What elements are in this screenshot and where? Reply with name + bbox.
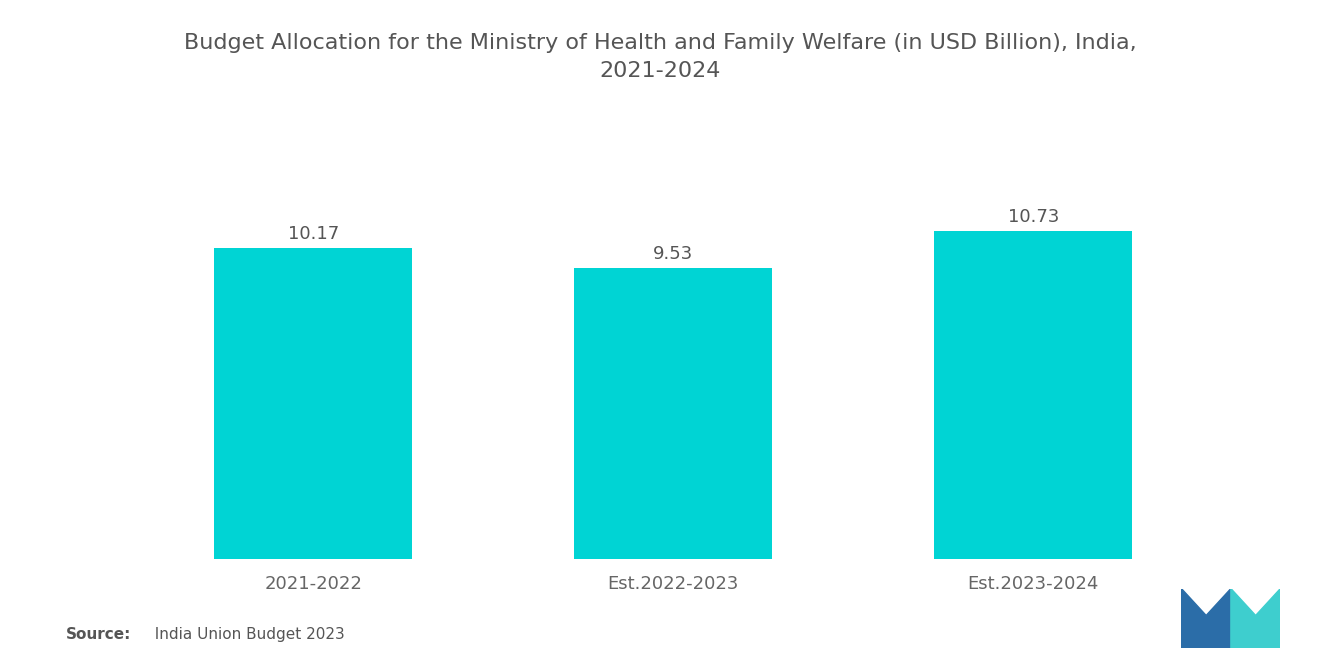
Text: 10.17: 10.17 [288, 225, 339, 243]
Bar [214, 248, 412, 559]
Text: India Union Budget 2023: India Union Budget 2023 [145, 626, 345, 642]
Text: Source:: Source: [66, 626, 132, 642]
Bar [574, 267, 772, 559]
Text: 10.73: 10.73 [1007, 208, 1059, 226]
Text: 9.53: 9.53 [653, 245, 693, 263]
Polygon shape [1232, 589, 1280, 648]
Bar [935, 231, 1133, 559]
Text: Budget Allocation for the Ministry of Health and Family Welfare (in USD Billion): Budget Allocation for the Ministry of He… [183, 33, 1137, 81]
Polygon shape [1181, 589, 1232, 648]
